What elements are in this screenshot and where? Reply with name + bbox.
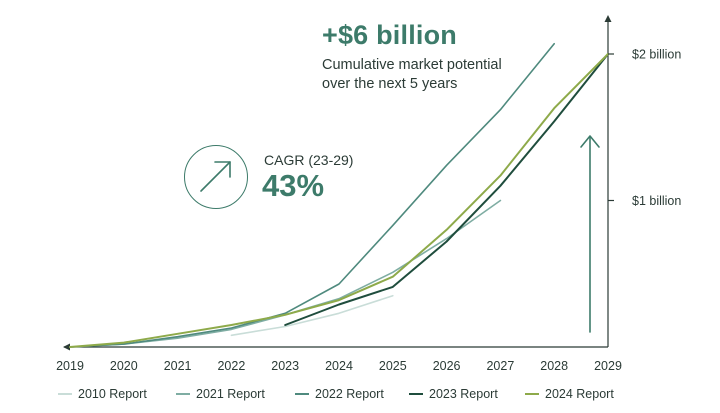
- legend-swatch: [525, 393, 539, 395]
- legend-item: 2024 Report: [525, 387, 614, 401]
- arrow-up-right-icon: [200, 161, 231, 192]
- headline-value: +$6 billion: [322, 20, 457, 50]
- legend-swatch: [409, 393, 423, 395]
- headline-subtitle: Cumulative market potential over the nex…: [322, 56, 552, 94]
- cagr-value: 43%: [262, 168, 325, 203]
- chart-axes: [63, 15, 612, 351]
- series-lines: [69, 42, 609, 348]
- legend-swatch: [295, 393, 309, 395]
- legend-item: 2023 Report: [409, 387, 498, 401]
- series-line-2023-report: [284, 53, 609, 326]
- x-tick-label: 2027: [486, 359, 514, 373]
- legend-label: 2023 Report: [429, 387, 498, 401]
- legend-item: 2022 Report: [295, 387, 384, 401]
- x-tick-label: 2020: [110, 359, 138, 373]
- y-axis-arrowhead: [604, 15, 612, 22]
- x-tick-label: 2021: [164, 359, 192, 373]
- x-tick-label: 2026: [433, 359, 461, 373]
- legend-item: 2021 Report: [176, 387, 265, 401]
- chart-legend: 2010 Report 2021 Report 2022 Report 2023 Re…: [0, 387, 720, 405]
- cagr-label: CAGR (23-29): [264, 152, 354, 168]
- y-tick-label: $2 billion: [632, 48, 681, 62]
- series-line-2022-report: [69, 42, 556, 348]
- arrow-up-icon: [580, 135, 600, 333]
- series-line-2024-report: [69, 53, 609, 348]
- y-tick-label: $1 billion: [632, 194, 681, 208]
- x-tick-label: 2029: [594, 359, 622, 373]
- x-tick-label: 2024: [325, 359, 353, 373]
- x-tick-label: 2022: [217, 359, 245, 373]
- legend-label: 2021 Report: [196, 387, 265, 401]
- x-tick-labels: 2019 2020 2021 2022 2023 2024 2025 2026 2027 2028…: [56, 359, 622, 373]
- x-axis-arrowhead: [63, 343, 70, 351]
- series-line-2010-report: [230, 294, 394, 337]
- x-tick-label: 2019: [56, 359, 84, 373]
- headline-subtitle-line1: Cumulative market potential: [322, 57, 502, 73]
- legend-label: 2022 Report: [315, 387, 384, 401]
- legend-label: 2010 Report: [78, 387, 147, 401]
- legend-label: 2024 Report: [545, 387, 614, 401]
- cagr-badge: [184, 145, 248, 209]
- legend-swatch: [176, 393, 190, 395]
- legend-item: 2010 Report: [58, 387, 147, 401]
- growth-arrow-head: [580, 135, 600, 148]
- x-tick-label: 2025: [379, 359, 407, 373]
- headline-subtitle-line2: over the next 5 years: [322, 76, 458, 92]
- legend-swatch: [58, 393, 72, 395]
- x-tick-label: 2023: [271, 359, 299, 373]
- y-tick-labels: $1 billion $2 billion: [608, 48, 681, 208]
- x-tick-label: 2028: [540, 359, 568, 373]
